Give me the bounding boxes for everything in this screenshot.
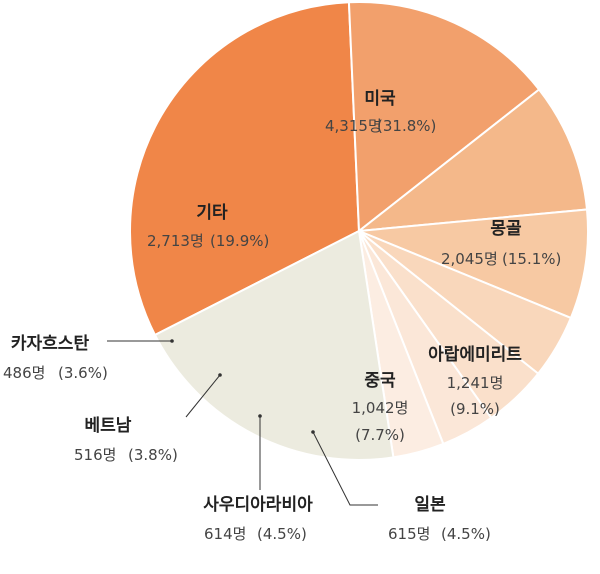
leader-dot [258,414,262,418]
leader-dot [170,339,174,343]
label-percent: (4.5%) [257,525,307,543]
label-count: 1,042명 [352,399,409,417]
leader-line [312,431,378,506]
pie-slice [355,88,589,233]
label-count: 2,045명 [441,250,498,268]
label-percent: (3.6%) [58,364,108,382]
label-name: 사우디아라비아 [203,495,313,515]
label-name: 미국 [364,89,396,109]
label-count: 2,713명 [147,232,204,250]
label-name: 일본 [414,495,446,515]
label-mongolia: 몽골 2,045명 (15.1%) [441,219,561,268]
leader-dot [218,373,222,377]
pie-slice [129,1,361,337]
leader-dot [311,430,315,434]
label-percent: (4.5%) [441,525,491,543]
label-saudi-arabia: 사우디아라비아 614명 (4.5%) [203,495,313,543]
label-percent: (15.1%) [502,250,561,268]
label-vietnam: 베트남 516명 (3.8%) [74,416,178,464]
leader-lines [107,339,378,506]
label-count: 516명 [74,446,116,464]
label-count: 614명 [204,525,246,543]
label-uae: 아랍에미리트 1,241명 (9.1%) [428,345,522,418]
leader-line [185,374,221,418]
label-china: 중국 1,042명 (7.7%) [352,371,409,444]
label-us: 미국 4,315명 (31.8%) [325,89,436,135]
label-percent: (3.8%) [128,446,178,464]
label-percent: (9.1%) [450,400,500,418]
label-other: 기타 2,713명 (19.9%) [147,203,269,250]
label-name: 중국 [364,371,396,391]
label-count: 615명 [388,525,430,543]
label-count: 4,315명 [325,117,382,135]
label-percent: (31.8%) [377,117,436,135]
label-japan: 일본 615명 (4.5%) [388,495,491,543]
label-percent: (7.7%) [355,426,405,444]
pie-slice [153,229,395,461]
label-name: 베트남 [85,416,132,436]
label-name: 기타 [196,203,228,223]
label-name: 몽골 [490,219,522,239]
label-name: 아랍에미리트 [428,345,522,365]
label-percent: (19.9%) [210,232,269,250]
label-name: 카자흐스탄 [11,334,90,354]
pie-slice [358,208,589,320]
pie-slices [129,1,589,461]
pie-slice [347,1,541,233]
label-count: 1,241명 [447,374,504,392]
label-kazakhstan: 카자흐스탄 486명 (3.6%) [3,334,108,382]
label-count: 486명 [3,364,45,382]
